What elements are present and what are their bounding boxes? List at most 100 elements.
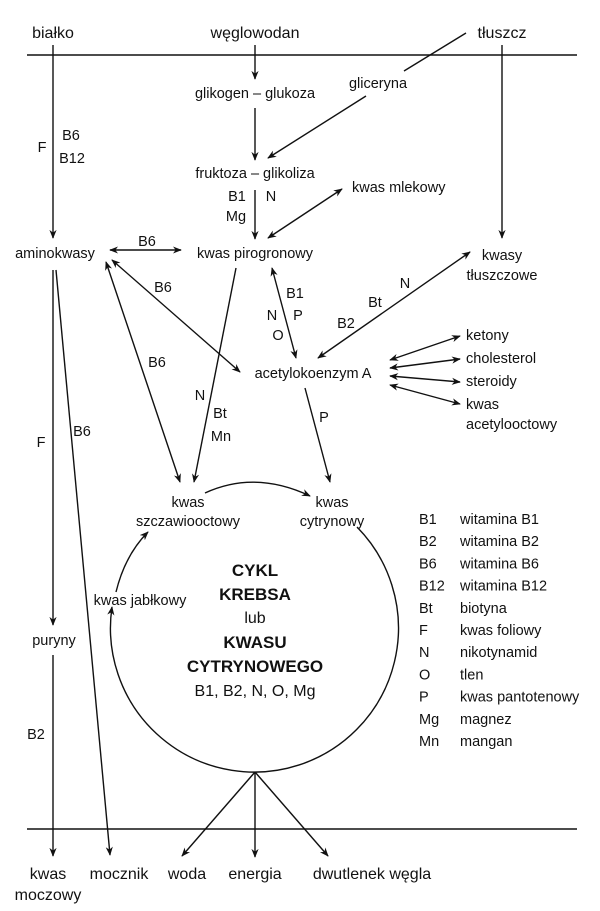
- cofactor-labels: F B6 B12 B1 N Mg B6 B6 B6 B1 P N O B2 Bt…: [27, 128, 410, 743]
- arrow-acetyl-citric: [304, 387, 332, 483]
- label-Bt: Bt: [213, 406, 227, 422]
- node-malic: kwas jabłkowy: [94, 593, 187, 609]
- node-steroids: steroidy: [466, 374, 518, 390]
- label-B6: B6: [154, 280, 172, 296]
- legend-abbr: Bt: [419, 601, 433, 617]
- legend-abbr: B6: [419, 556, 437, 572]
- label-B2: B2: [27, 727, 45, 743]
- node-fatty-2: tłuszczowe: [467, 268, 538, 284]
- arrow-pyruvic-acetyl: [270, 267, 298, 359]
- arrow-amino-acetyl: [111, 259, 241, 373]
- node-pyruvic: kwas pirogronowy: [197, 246, 314, 262]
- label-N: N: [266, 189, 276, 205]
- legend-abbr: Mn: [419, 734, 439, 750]
- label-B12: B12: [59, 151, 85, 167]
- arrow-glycerol-fructose: [267, 95, 367, 159]
- node-fatty-1: kwasy: [482, 248, 523, 264]
- input-fat: tłuszcz: [478, 25, 527, 42]
- legend-meaning: nikotynamid: [460, 645, 537, 661]
- arrow-cycle-co2: [254, 771, 329, 857]
- label-B6: B6: [148, 355, 166, 371]
- cycle-title-3: lub: [244, 610, 265, 627]
- output-water: woda: [167, 866, 206, 883]
- node-citric-2: cytrynowy: [300, 514, 365, 530]
- node-acetyl: acetylokoenzym A: [255, 366, 372, 382]
- label-F: F: [37, 435, 46, 451]
- label-B6: B6: [138, 234, 156, 250]
- output-uric-1: kwas: [30, 866, 66, 883]
- legend-meaning: magnez: [460, 712, 512, 728]
- label-P: P: [319, 410, 329, 426]
- legend-meaning: biotyna: [460, 601, 508, 617]
- node-oxalo-2: szczawiooctowy: [136, 514, 241, 530]
- node-purines: puryny: [32, 633, 76, 649]
- arrow-acetyl-ketones: [389, 335, 461, 361]
- node-oxalo-1: kwas: [171, 495, 204, 511]
- label-B6: B6: [73, 424, 91, 440]
- node-fructose: fruktoza – glikoliza: [195, 166, 315, 182]
- label-Mg: Mg: [226, 209, 246, 225]
- legend-abbr: P: [419, 690, 429, 706]
- cycle-title-4: KWASU: [223, 633, 286, 652]
- arrow-acetyl-fatty: [317, 251, 471, 359]
- legend-meaning: kwas foliowy: [460, 623, 542, 639]
- legend-abbr: F: [419, 623, 428, 639]
- output-uric-2: moczowy: [15, 887, 82, 904]
- arrow-acetyl-cholesterol: [389, 356, 461, 371]
- output-co2: dwutlenek węgla: [313, 866, 431, 883]
- legend-meaning: witamina B6: [459, 556, 539, 572]
- cycle-title-5: CYTRYNOWEGO: [187, 657, 323, 676]
- input-carbohydrate: węglowodan: [210, 25, 300, 42]
- arrow-acetyl-acetoacetic: [389, 383, 461, 406]
- cycle-title-1: CYKL: [232, 561, 278, 580]
- legend-meaning: tlen: [460, 667, 483, 683]
- arrow-acetyl-steroids: [389, 373, 461, 385]
- legend-abbr: B1: [419, 512, 437, 528]
- label-N: N: [400, 276, 410, 292]
- arrow-amino-urea: [55, 269, 113, 856]
- input-protein: białko: [32, 25, 74, 42]
- node-acetoacetic-2: acetylooctowy: [466, 417, 558, 433]
- node-cholesterol: cholesterol: [466, 351, 536, 367]
- arrow-oxalo-citric: [204, 481, 311, 497]
- arrow-pyruvic-oxalo: [192, 267, 237, 483]
- label-B2: B2: [337, 316, 355, 332]
- label-Mn: Mn: [211, 429, 231, 445]
- node-citric-1: kwas: [315, 495, 348, 511]
- cycle-title-2: KREBSA: [219, 585, 291, 604]
- legend-meaning: witamina B12: [459, 579, 547, 595]
- arrow-cycle-water: [181, 771, 256, 857]
- legend-abbr: O: [419, 667, 430, 683]
- line-fat-glycerol: [403, 32, 467, 72]
- legend-meaning: mangan: [460, 734, 512, 750]
- label-P: P: [293, 308, 303, 324]
- label-B1: B1: [228, 189, 246, 205]
- label-B1: B1: [286, 286, 304, 302]
- legend-abbr: B2: [419, 534, 437, 550]
- node-amino: aminokwasy: [15, 246, 96, 262]
- node-glycogen: glikogen – glukoza: [195, 86, 316, 102]
- output-energy: energia: [228, 866, 281, 883]
- legend-abbr: B12: [419, 579, 445, 595]
- legend-meaning: witamina B2: [459, 534, 539, 550]
- legend: B1 witamina B1 B2 witamina B2 B6 witamina B6 B…: [419, 512, 580, 750]
- output-urea: mocznik: [90, 866, 150, 883]
- legend-abbr: N: [419, 645, 429, 661]
- label-B6: B6: [62, 128, 80, 144]
- node-ketones: ketony: [466, 328, 509, 344]
- label-F: F: [38, 140, 47, 156]
- label-Bt: Bt: [368, 295, 382, 311]
- arrow-amino-oxalo: [105, 261, 181, 483]
- arrow-pyruvic-lactic: [267, 188, 343, 239]
- node-acetoacetic-1: kwas: [466, 397, 499, 413]
- cycle-cofactors: B1, B2, N, O, Mg: [195, 683, 316, 700]
- legend-meaning: witamina B1: [459, 512, 539, 528]
- node-lactic: kwas mlekowy: [352, 180, 446, 196]
- label-N: N: [267, 308, 277, 324]
- legend-abbr: Mg: [419, 712, 439, 728]
- arrows: [49, 32, 506, 858]
- label-N: N: [195, 388, 205, 404]
- arrow-malic-oxalo: [115, 531, 149, 593]
- legend-meaning: kwas pantotenowy: [460, 690, 580, 706]
